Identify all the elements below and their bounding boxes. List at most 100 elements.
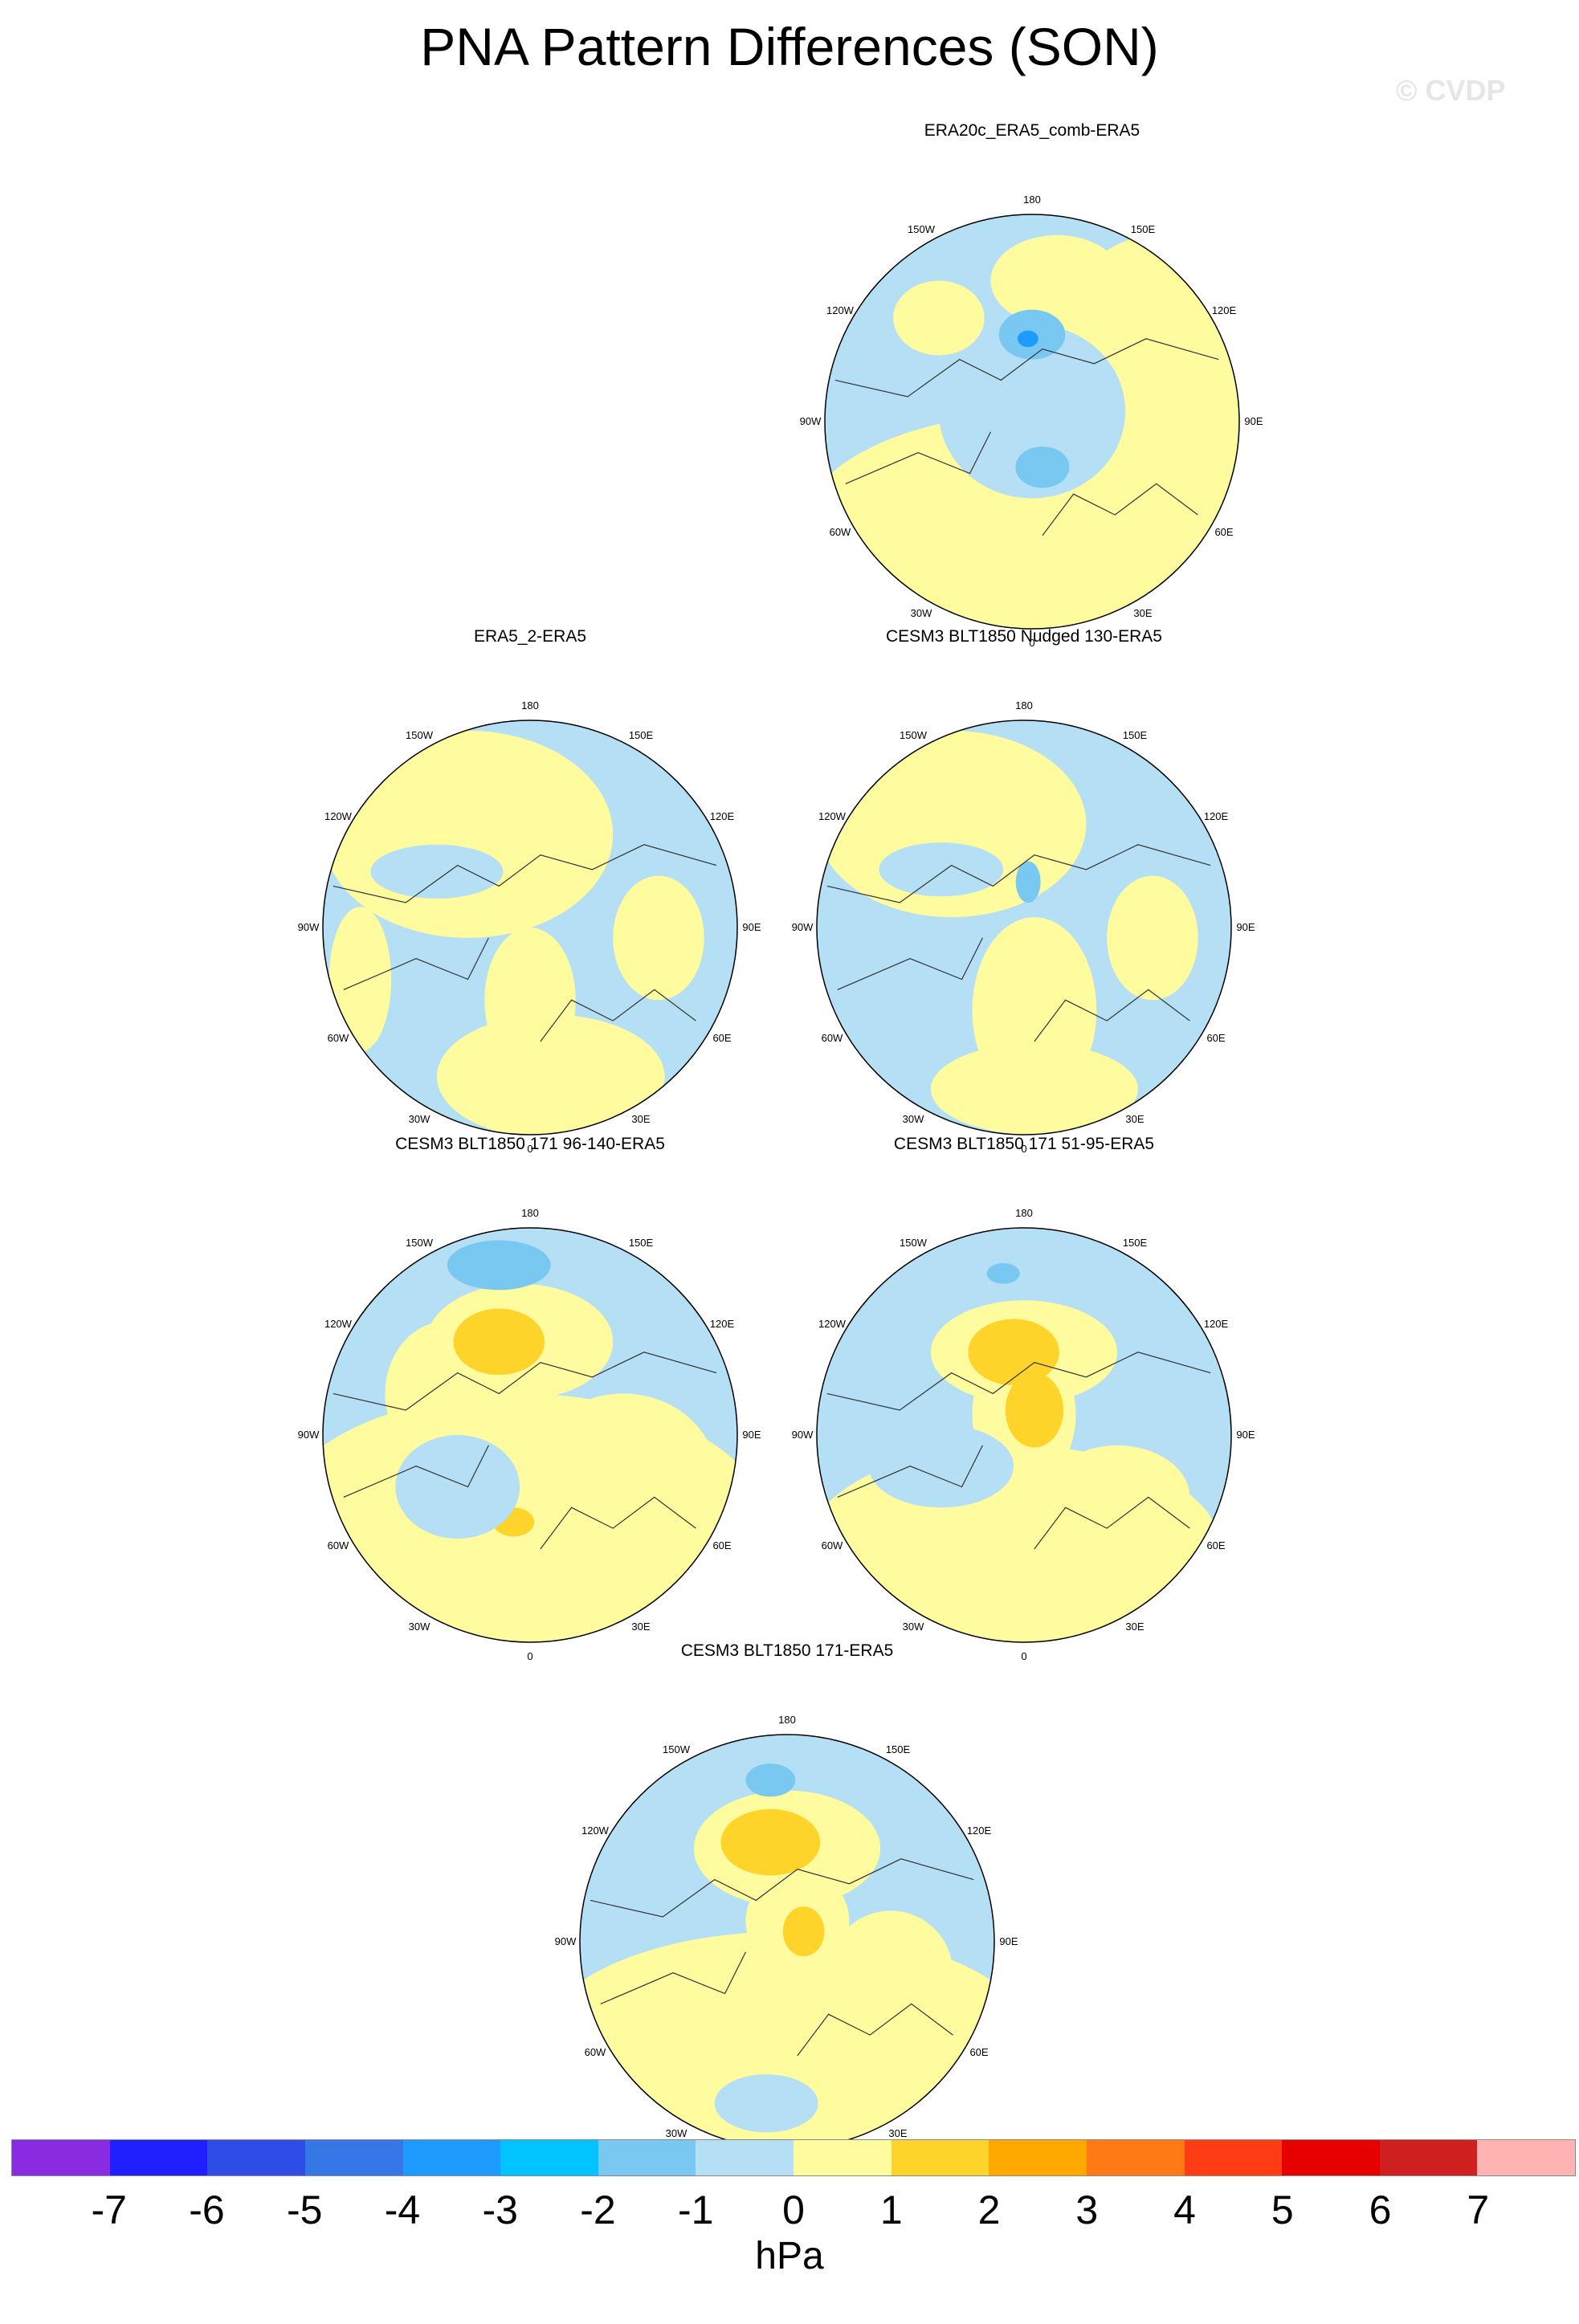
longitude-label: 90E xyxy=(742,1429,761,1441)
coastline xyxy=(333,844,717,1042)
longitude-label: 150W xyxy=(900,1236,927,1249)
anomaly-region xyxy=(395,1435,520,1539)
colorbar-cell xyxy=(1477,2140,1575,2175)
longitude-label: 120E xyxy=(1203,810,1229,822)
longitude-label: 150E xyxy=(1122,728,1148,741)
main-title: PNA Pattern Differences (SON) xyxy=(420,17,1159,76)
longitude-label: 90W xyxy=(791,1429,814,1441)
longitude-label: 120W xyxy=(581,1825,609,1837)
panel-title: CESM3 BLT1850 171 96-140-ERA5 xyxy=(395,1135,665,1153)
anomaly-region xyxy=(714,2074,818,2133)
anomaly-region xyxy=(1017,330,1038,348)
longitude-label: 150E xyxy=(885,1743,911,1755)
colorbar-cell xyxy=(1184,2140,1283,2175)
colorbar-tick-label: -5 xyxy=(287,2187,323,2232)
map-panel: CESM3 BLT1850 171 96-140-ERA5 180 150E 120E… xyxy=(273,1134,787,1662)
longitude-label: 90W xyxy=(297,921,320,933)
colorbar-tick-label: 5 xyxy=(1271,2187,1294,2232)
longitude-label: 90E xyxy=(1244,415,1263,427)
longitude-label: 120E xyxy=(1203,1318,1229,1330)
map-panel: CESM3 BLT1850 171-ERA5 180 150E 120E 90E 60E 3… xyxy=(530,1641,1044,2169)
longitude-label: 90W xyxy=(297,1429,320,1441)
map-boundary xyxy=(816,720,1232,1135)
panel-title: CESM3 BLT1850 171 51-95-ERA5 xyxy=(893,1135,1155,1153)
anomaly-region xyxy=(828,1910,953,2036)
longitude-label: 180 xyxy=(1023,194,1041,206)
panel-title: ERA20c_ERA5_comb-ERA5 xyxy=(924,121,1140,140)
colorbar-tick-label: 1 xyxy=(879,2187,903,2232)
colorbar-cell xyxy=(598,2140,696,2175)
colorbar-tick-label: 3 xyxy=(1075,2187,1099,2232)
map-boundary xyxy=(322,1227,738,1643)
anomaly-region xyxy=(370,844,504,899)
anomaly-region xyxy=(453,1308,545,1376)
longitude-label: 120W xyxy=(324,1318,352,1330)
longitude-label: 60W xyxy=(327,1539,349,1551)
longitude-label: 30W xyxy=(665,2127,687,2140)
colorbar-cell xyxy=(891,2140,989,2175)
anomaly-region xyxy=(447,1240,551,1290)
anomaly-region xyxy=(893,280,985,356)
polar-map xyxy=(322,720,738,1135)
longitude-label: 120E xyxy=(709,1318,735,1330)
longitude-label: 30W xyxy=(902,1621,924,1633)
anomaly-region xyxy=(1015,861,1041,903)
coastline xyxy=(834,338,1219,536)
anomaly-region xyxy=(436,1014,665,1135)
longitude-label: 90W xyxy=(799,415,822,427)
longitude-label: 150W xyxy=(406,728,433,741)
anomaly-region xyxy=(968,1319,1059,1386)
longitude-label: 60E xyxy=(1206,1032,1226,1044)
anomaly-region xyxy=(530,1393,717,1560)
longitude-label: 150W xyxy=(900,728,927,741)
longitude-label: 0 xyxy=(1029,637,1035,649)
map-panel: ERA20c_ERA5_comb-ERA5 180 150E 120E 90E 60E 30… xyxy=(775,120,1289,649)
colorbar-cell xyxy=(1282,2140,1380,2175)
map-panel: ERA5_2-ERA5 180 150E 120E 90E 60E 30E 0 30W 60W 90… xyxy=(273,626,787,1155)
longitude-label: 60W xyxy=(821,1032,843,1044)
coastline xyxy=(826,844,1211,1042)
colorbar-tick-label: 0 xyxy=(782,2187,805,2232)
longitude-label: 90E xyxy=(742,921,761,933)
anomaly-region xyxy=(323,730,614,938)
map-boundary xyxy=(322,720,738,1135)
colorbar-cell xyxy=(989,2140,1087,2175)
longitude-label: 180 xyxy=(521,1207,539,1219)
longitude-label: 30W xyxy=(910,607,932,620)
longitude-label: 30W xyxy=(408,1113,430,1126)
longitude-label: 60E xyxy=(1214,526,1234,538)
colorbar-cell xyxy=(12,2140,110,2175)
longitude-label: 60W xyxy=(829,526,851,538)
longitude-label: 0 xyxy=(1021,1650,1027,1662)
longitude-label: 120W xyxy=(818,1318,846,1330)
colorbar-cell xyxy=(500,2140,598,2175)
colorbar-unit: hPa xyxy=(755,2235,824,2277)
longitude-label: 150E xyxy=(1130,222,1156,235)
panel-title: CESM3 BLT1850 Nudged 130-ERA5 xyxy=(886,627,1162,646)
colorbar-cell xyxy=(304,2140,403,2175)
colorbar-cell xyxy=(402,2140,501,2175)
panel-title: ERA5_2-ERA5 xyxy=(473,627,587,646)
colorbar-tick-label: -4 xyxy=(384,2187,421,2232)
colorbar-tick-label: -7 xyxy=(91,2187,127,2232)
panel-title: CESM3 BLT1850 171-ERA5 xyxy=(680,1641,894,1660)
longitude-label: 0 xyxy=(527,1650,533,1662)
longitude-label: 30W xyxy=(902,1113,924,1126)
anomaly-region xyxy=(1044,1445,1190,1549)
longitude-label: 150W xyxy=(663,1743,690,1755)
anomaly-region xyxy=(1005,1372,1064,1448)
colorbar-cell xyxy=(1379,2140,1478,2175)
longitude-label: 90E xyxy=(1236,1429,1255,1441)
anomaly-region xyxy=(990,234,1124,327)
longitude-label: 30E xyxy=(631,1621,651,1633)
longitude-label: 60E xyxy=(712,1032,732,1044)
longitude-label: 90W xyxy=(791,921,814,933)
colorbar-cell xyxy=(109,2140,208,2175)
longitude-label: 120W xyxy=(818,810,846,822)
colorbar-cell xyxy=(794,2140,892,2175)
colorbar-tick-label: 7 xyxy=(1467,2187,1490,2232)
anomaly-region xyxy=(938,324,1126,499)
colorbar-tick-label: 4 xyxy=(1173,2187,1196,2232)
polar-map xyxy=(579,1734,995,2150)
longitude-label: 150W xyxy=(406,1236,433,1249)
